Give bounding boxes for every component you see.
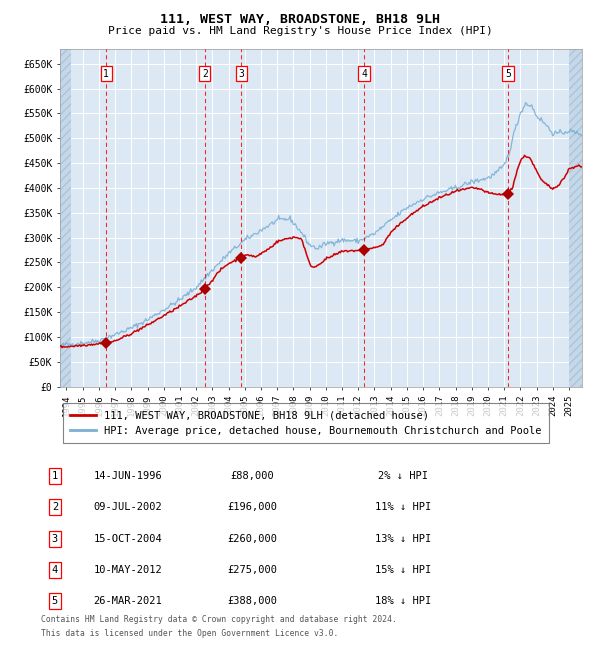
Text: 2: 2: [52, 502, 58, 512]
Text: 2: 2: [202, 69, 208, 79]
Text: 1: 1: [52, 471, 58, 481]
Bar: [569, 39, 582, 387]
Text: 14-JUN-1996: 14-JUN-1996: [94, 471, 162, 481]
Text: 2% ↓ HPI: 2% ↓ HPI: [378, 471, 428, 481]
Text: £275,000: £275,000: [227, 565, 277, 575]
Text: 1: 1: [103, 69, 109, 79]
Text: 5: 5: [505, 69, 511, 79]
Text: 10-MAY-2012: 10-MAY-2012: [94, 565, 162, 575]
Text: 15-OCT-2004: 15-OCT-2004: [94, 534, 162, 543]
Text: £260,000: £260,000: [227, 534, 277, 543]
Text: Contains HM Land Registry data © Crown copyright and database right 2024.: Contains HM Land Registry data © Crown c…: [41, 615, 397, 623]
Text: 26-MAR-2021: 26-MAR-2021: [94, 596, 162, 606]
Text: 4: 4: [52, 565, 58, 575]
Text: £88,000: £88,000: [230, 471, 274, 481]
Text: 18% ↓ HPI: 18% ↓ HPI: [375, 596, 431, 606]
Text: Price paid vs. HM Land Registry's House Price Index (HPI): Price paid vs. HM Land Registry's House …: [107, 26, 493, 36]
Text: 11% ↓ HPI: 11% ↓ HPI: [375, 502, 431, 512]
Text: This data is licensed under the Open Government Licence v3.0.: This data is licensed under the Open Gov…: [41, 629, 339, 638]
Bar: [60, 39, 71, 387]
Legend: 111, WEST WAY, BROADSTONE, BH18 9LH (detached house), HPI: Average price, detach: 111, WEST WAY, BROADSTONE, BH18 9LH (det…: [63, 403, 549, 443]
Text: 3: 3: [52, 534, 58, 543]
Text: 5: 5: [52, 596, 58, 606]
Text: £196,000: £196,000: [227, 502, 277, 512]
Text: 3: 3: [238, 69, 244, 79]
Text: £388,000: £388,000: [227, 596, 277, 606]
Text: 13% ↓ HPI: 13% ↓ HPI: [375, 534, 431, 543]
Text: 15% ↓ HPI: 15% ↓ HPI: [375, 565, 431, 575]
Text: 4: 4: [361, 69, 367, 79]
Text: 111, WEST WAY, BROADSTONE, BH18 9LH: 111, WEST WAY, BROADSTONE, BH18 9LH: [160, 13, 440, 26]
Text: 09-JUL-2002: 09-JUL-2002: [94, 502, 162, 512]
